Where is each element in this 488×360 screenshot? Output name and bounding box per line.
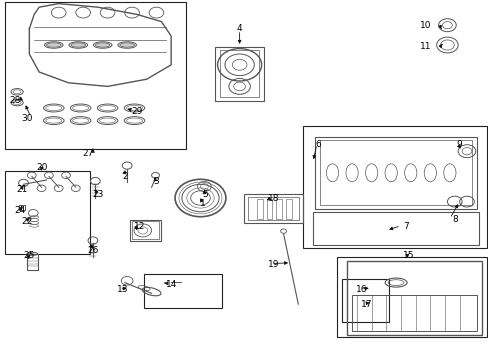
Bar <box>27 254 38 270</box>
Text: 29: 29 <box>131 107 142 116</box>
Bar <box>132 221 159 239</box>
Text: 8: 8 <box>451 215 457 224</box>
Bar <box>285 199 291 219</box>
Bar <box>215 47 264 101</box>
Text: 23: 23 <box>92 190 103 199</box>
Bar <box>276 199 282 219</box>
Text: 22: 22 <box>21 217 33 226</box>
Text: 10: 10 <box>419 21 430 30</box>
Ellipse shape <box>120 43 134 47</box>
Text: 18: 18 <box>267 194 279 202</box>
Text: 26: 26 <box>87 246 99 255</box>
Text: 9: 9 <box>456 140 462 149</box>
Bar <box>256 199 262 219</box>
Bar <box>220 50 259 97</box>
Bar <box>248 197 299 220</box>
Text: 5: 5 <box>202 190 208 199</box>
Text: 19: 19 <box>267 260 279 269</box>
Bar <box>342 279 388 322</box>
Bar <box>5 171 90 254</box>
Bar <box>244 194 303 223</box>
Text: 7: 7 <box>402 222 408 231</box>
Text: 13: 13 <box>116 285 128 294</box>
Text: 16: 16 <box>355 285 367 294</box>
Bar <box>303 126 486 248</box>
Bar <box>315 137 476 209</box>
Text: 21: 21 <box>16 185 28 194</box>
Bar <box>19 205 25 210</box>
Bar <box>129 220 161 241</box>
Text: 12: 12 <box>133 222 145 231</box>
Bar <box>312 212 478 245</box>
Bar <box>266 199 272 219</box>
Text: 24: 24 <box>14 206 25 215</box>
Ellipse shape <box>71 43 85 47</box>
Text: 2: 2 <box>122 172 127 181</box>
Bar <box>144 274 222 308</box>
Text: 17: 17 <box>360 300 372 309</box>
Text: 4: 4 <box>236 24 242 33</box>
Text: 1: 1 <box>200 199 205 208</box>
Text: 20: 20 <box>36 163 47 172</box>
Bar <box>351 295 476 331</box>
Bar <box>320 140 471 205</box>
Text: 11: 11 <box>419 42 430 51</box>
Text: 25: 25 <box>23 251 35 260</box>
Text: 28: 28 <box>9 96 20 105</box>
Bar <box>346 261 481 335</box>
Ellipse shape <box>95 43 110 47</box>
Ellipse shape <box>46 43 61 47</box>
Text: 6: 6 <box>314 140 320 149</box>
Bar <box>5 2 185 149</box>
Text: 15: 15 <box>402 251 413 260</box>
Text: 3: 3 <box>153 177 159 186</box>
Text: 27: 27 <box>82 149 94 158</box>
Text: 14: 14 <box>165 280 177 289</box>
Text: 30: 30 <box>21 114 33 122</box>
Bar <box>337 257 486 337</box>
